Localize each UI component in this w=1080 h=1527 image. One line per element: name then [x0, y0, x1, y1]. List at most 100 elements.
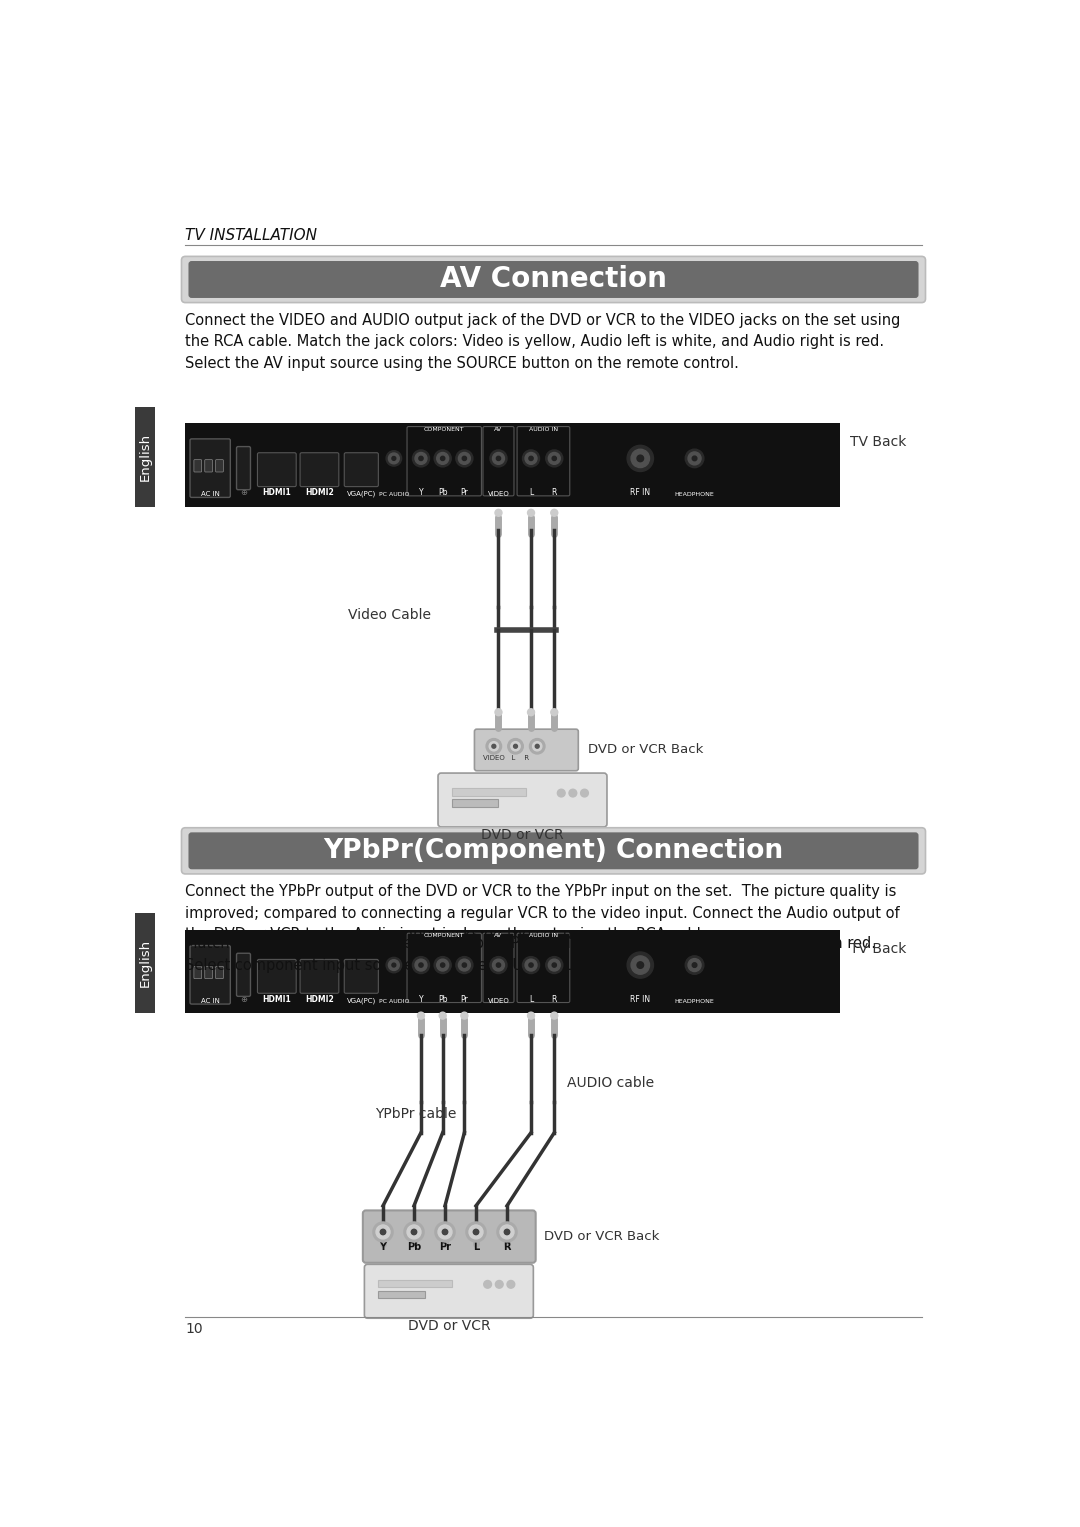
Text: VIDEO   L    R: VIDEO L R	[483, 754, 529, 760]
Text: RF IN: RF IN	[631, 996, 650, 1005]
FancyBboxPatch shape	[216, 967, 224, 979]
Circle shape	[551, 1012, 557, 1019]
Circle shape	[490, 450, 507, 467]
Circle shape	[497, 1222, 517, 1241]
Circle shape	[473, 1226, 480, 1232]
Text: AC IN: AC IN	[201, 999, 219, 1005]
Text: HEADPHONE: HEADPHONE	[675, 999, 715, 1005]
Text: HDMI1: HDMI1	[262, 996, 292, 1005]
Circle shape	[497, 457, 501, 461]
Circle shape	[503, 1226, 511, 1232]
Text: Pr: Pr	[460, 489, 469, 498]
FancyBboxPatch shape	[190, 945, 230, 1005]
FancyBboxPatch shape	[194, 967, 202, 979]
FancyBboxPatch shape	[345, 959, 378, 993]
FancyBboxPatch shape	[378, 1290, 424, 1298]
Circle shape	[419, 964, 423, 967]
Circle shape	[549, 452, 561, 464]
Text: DVD or VCR: DVD or VCR	[407, 1319, 490, 1333]
Circle shape	[685, 449, 704, 467]
Circle shape	[552, 964, 556, 967]
Circle shape	[495, 709, 502, 716]
Circle shape	[436, 452, 448, 464]
Circle shape	[549, 959, 561, 971]
Circle shape	[436, 959, 448, 971]
Text: TV Back: TV Back	[850, 435, 906, 449]
Circle shape	[373, 1222, 393, 1241]
Text: Connect the VIDEO and AUDIO output jack of the DVD or VCR to the VIDEO jacks on : Connect the VIDEO and AUDIO output jack …	[186, 313, 901, 371]
Circle shape	[443, 1229, 448, 1235]
Text: AV Connection: AV Connection	[440, 266, 667, 293]
Circle shape	[380, 1229, 386, 1235]
Circle shape	[527, 510, 535, 516]
Circle shape	[491, 744, 496, 748]
Circle shape	[500, 1225, 514, 1238]
FancyBboxPatch shape	[181, 257, 926, 302]
FancyBboxPatch shape	[237, 446, 251, 490]
Circle shape	[511, 742, 521, 751]
Text: AUDIO cable: AUDIO cable	[567, 1077, 653, 1090]
Text: English: English	[138, 939, 151, 988]
Circle shape	[435, 1222, 455, 1241]
FancyBboxPatch shape	[300, 959, 339, 993]
Circle shape	[404, 1222, 424, 1241]
Text: Pb: Pb	[437, 996, 447, 1005]
Text: Match the jacks colors :Y is green,Pb is blue,Pr is red,Audio left is white and : Match the jacks colors :Y is green,Pb is…	[186, 936, 876, 973]
FancyBboxPatch shape	[378, 1280, 451, 1287]
Circle shape	[442, 1226, 448, 1232]
FancyBboxPatch shape	[186, 423, 840, 507]
Circle shape	[407, 1225, 421, 1238]
Text: ⊕: ⊕	[240, 489, 247, 498]
Circle shape	[523, 956, 540, 974]
Text: YPbPr(Component) Connection: YPbPr(Component) Connection	[323, 838, 784, 864]
Circle shape	[413, 956, 430, 974]
Circle shape	[387, 957, 402, 973]
Circle shape	[545, 956, 563, 974]
Circle shape	[376, 1225, 390, 1238]
FancyBboxPatch shape	[451, 799, 499, 806]
Circle shape	[692, 962, 697, 968]
Text: Connect the YPbPr output of the DVD or VCR to the YPbPr input on the set.  The p: Connect the YPbPr output of the DVD or V…	[186, 884, 900, 942]
FancyBboxPatch shape	[257, 452, 296, 487]
FancyBboxPatch shape	[135, 913, 156, 1014]
Text: R: R	[552, 489, 557, 498]
FancyBboxPatch shape	[451, 788, 526, 796]
Text: TV INSTALLATION: TV INSTALLATION	[186, 228, 318, 243]
Text: HDMI1: HDMI1	[262, 489, 292, 498]
Circle shape	[529, 457, 534, 461]
FancyBboxPatch shape	[300, 452, 339, 487]
Text: COMPONENT: COMPONENT	[424, 933, 464, 938]
Circle shape	[631, 956, 649, 974]
FancyBboxPatch shape	[364, 1264, 534, 1318]
Circle shape	[379, 1226, 387, 1232]
Circle shape	[456, 450, 473, 467]
Text: Pb: Pb	[407, 1241, 421, 1252]
Text: HDMI2: HDMI2	[305, 996, 334, 1005]
Circle shape	[462, 964, 467, 967]
Text: R: R	[503, 1241, 511, 1252]
Circle shape	[387, 450, 402, 466]
FancyBboxPatch shape	[186, 930, 840, 1014]
FancyBboxPatch shape	[189, 832, 918, 869]
Circle shape	[392, 457, 395, 460]
Text: YPbPr cable: YPbPr cable	[375, 1107, 457, 1121]
Circle shape	[434, 956, 451, 974]
Text: VIDEO: VIDEO	[487, 492, 510, 498]
Circle shape	[507, 1281, 515, 1289]
Circle shape	[508, 739, 524, 754]
Text: Pr: Pr	[460, 996, 469, 1005]
Text: English: English	[138, 432, 151, 481]
Circle shape	[441, 964, 445, 967]
Circle shape	[461, 1012, 468, 1019]
Circle shape	[440, 1012, 446, 1019]
FancyBboxPatch shape	[205, 460, 213, 472]
Text: AC IN: AC IN	[201, 492, 219, 498]
Circle shape	[557, 789, 565, 797]
FancyBboxPatch shape	[345, 452, 378, 487]
Text: L: L	[529, 489, 534, 498]
Circle shape	[529, 964, 534, 967]
Text: AV: AV	[495, 426, 502, 432]
Circle shape	[469, 1225, 483, 1238]
Circle shape	[392, 964, 395, 967]
Circle shape	[527, 709, 535, 716]
